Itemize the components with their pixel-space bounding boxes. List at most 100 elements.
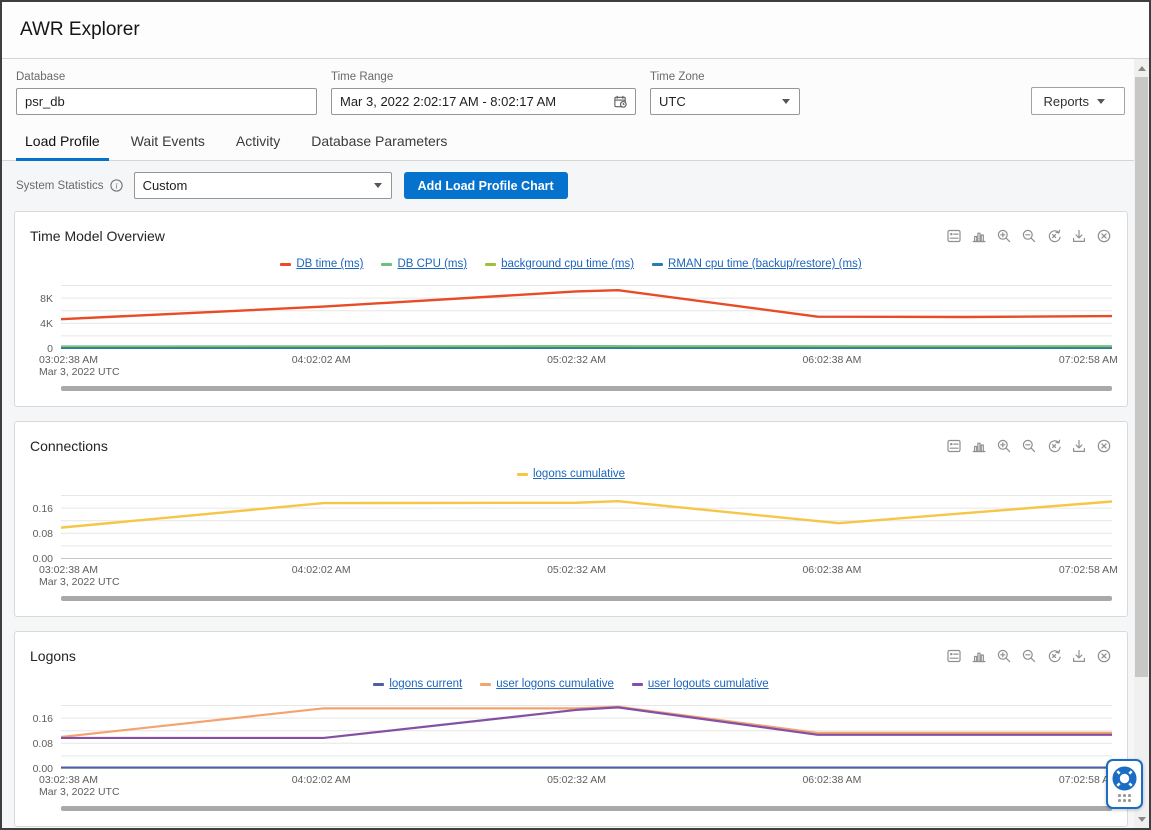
close-button[interactable] xyxy=(1096,228,1112,244)
scroll-up-arrow[interactable] xyxy=(1134,61,1149,76)
chevron-down-icon xyxy=(782,99,790,104)
legend-item[interactable]: user logons cumulative xyxy=(480,678,614,690)
time-zone-select[interactable]: UTC xyxy=(650,88,800,115)
time-range-input[interactable] xyxy=(332,94,613,109)
y-axis: 0.16 0.08 0.00 xyxy=(30,705,61,775)
database-input[interactable] xyxy=(17,94,316,109)
plot-area[interactable] xyxy=(61,705,1112,769)
zoom-in-icon xyxy=(997,649,1011,663)
bar-chart-button[interactable] xyxy=(971,648,987,664)
zoom-in-button[interactable] xyxy=(996,228,1012,244)
zoom-in-button[interactable] xyxy=(996,438,1012,454)
chart-toolbar xyxy=(937,228,1112,244)
legend-item[interactable]: background cpu time (ms) xyxy=(485,258,634,270)
y-tick-label: 0.16 xyxy=(32,502,53,515)
download-button[interactable] xyxy=(1071,648,1087,664)
page-title: AWR Explorer xyxy=(20,19,140,40)
bar-chart-button[interactable] xyxy=(971,228,987,244)
time-range-label: Time Range xyxy=(331,71,394,83)
calendar-clock-icon[interactable] xyxy=(613,94,628,109)
plot-area[interactable] xyxy=(61,495,1112,559)
y-tick-label: 0 xyxy=(47,343,53,355)
legend-button[interactable] xyxy=(946,648,962,664)
x-tick-label: 03:02:38 AM xyxy=(39,564,98,576)
series-line xyxy=(61,501,1112,527)
close-button[interactable] xyxy=(1096,438,1112,454)
x-tick-label: 03:02:38 AM xyxy=(39,774,98,786)
chart-horizontal-scrollbar[interactable] xyxy=(61,386,1112,391)
reports-button[interactable]: Reports xyxy=(1031,87,1125,115)
legend-label[interactable]: user logons cumulative xyxy=(496,678,614,690)
x-axis-date-label: Mar 3, 2022 UTC xyxy=(39,786,120,798)
scroll-down-arrow[interactable] xyxy=(1134,812,1149,827)
zoom-out-button[interactable] xyxy=(1021,648,1037,664)
legend-label[interactable]: DB CPU (ms) xyxy=(397,258,468,270)
chevron-down-icon xyxy=(373,183,382,188)
x-tick-label: 07:02:58 AM xyxy=(1058,774,1118,786)
chart-title: Time Model Overview xyxy=(30,228,165,244)
x-tick-label: 04:02:02 AM xyxy=(291,354,351,366)
legend-button[interactable] xyxy=(946,438,962,454)
close-button[interactable] xyxy=(1096,648,1112,664)
help-widget[interactable] xyxy=(1106,759,1143,809)
statistics-select[interactable]: Custom xyxy=(133,172,392,199)
database-label: Database xyxy=(16,71,66,83)
download-icon xyxy=(1073,439,1085,452)
scrollbar-thumb[interactable] xyxy=(1135,77,1148,677)
x-tick-label: 04:02:02 AM xyxy=(291,774,351,786)
bar-chart-icon xyxy=(972,652,986,663)
life-ring-icon xyxy=(1112,766,1137,791)
tab-wait-events[interactable]: Wait Events xyxy=(130,133,205,149)
download-icon xyxy=(1073,229,1085,242)
legend-button[interactable] xyxy=(946,228,962,244)
tab-activity[interactable]: Activity xyxy=(235,133,281,149)
legend-label[interactable]: RMAN cpu time (backup/restore) (ms) xyxy=(668,258,862,270)
download-button[interactable] xyxy=(1071,228,1087,244)
legend-item[interactable]: logons cumulative xyxy=(516,468,626,480)
x-tick-label: 03:02:38 AM xyxy=(39,354,98,366)
y-tick-label: 0.16 xyxy=(32,712,53,725)
y-tick-label: 0.08 xyxy=(32,527,53,540)
chart-horizontal-scrollbar[interactable] xyxy=(61,806,1112,811)
y-axis: 0.16 0.08 0.00 xyxy=(30,495,61,565)
reset-zoom-button[interactable] xyxy=(1046,648,1062,664)
chart-horizontal-scrollbar[interactable] xyxy=(61,596,1112,601)
legend-item[interactable]: user logouts cumulative xyxy=(631,678,769,690)
download-button[interactable] xyxy=(1071,438,1087,454)
x-tick-label: 07:02:58 AM xyxy=(1058,564,1118,576)
zoom-out-button[interactable] xyxy=(1021,438,1037,454)
reset-zoom-button[interactable] xyxy=(1046,438,1062,454)
legend-icon xyxy=(947,229,961,243)
legend-item[interactable]: DB CPU (ms) xyxy=(381,258,467,270)
chart-title: Connections xyxy=(30,438,108,454)
add-load-profile-chart-button[interactable]: Add Load Profile Chart xyxy=(403,172,568,199)
tab-load-profile[interactable]: Load Profile xyxy=(16,125,109,161)
vertical-scrollbar[interactable] xyxy=(1134,59,1149,828)
database-field: Database xyxy=(16,71,317,115)
legend-swatch xyxy=(652,262,664,266)
bar-chart-icon xyxy=(972,442,986,453)
x-tick-label: 06:02:38 AM xyxy=(802,564,862,576)
legend-item[interactable]: DB time (ms) xyxy=(280,258,363,270)
filter-bar: Database Time Range xyxy=(2,59,1149,161)
zoom-in-button[interactable] xyxy=(996,648,1012,664)
legend-swatch xyxy=(280,262,292,266)
legend-icon xyxy=(947,439,961,453)
x-axis: Mar 3, 2022 UTC 03:02:38 AM 04:02:02 AM 05… xyxy=(39,772,1118,801)
legend-label[interactable]: DB time (ms) xyxy=(296,258,364,270)
tab-database-parameters[interactable]: Database Parameters xyxy=(311,133,448,149)
x-axis-date-label: Mar 3, 2022 UTC xyxy=(39,576,120,588)
legend-item[interactable]: logons current xyxy=(373,678,462,690)
legend-label[interactable]: background cpu time (ms) xyxy=(501,258,635,270)
legend-label[interactable]: user logouts cumulative xyxy=(647,678,769,690)
legend-label[interactable]: logons current xyxy=(389,678,463,690)
legend-item[interactable]: RMAN cpu time (backup/restore) (ms) xyxy=(652,258,862,270)
plot-area[interactable] xyxy=(61,285,1112,349)
x-tick-label: 05:02:32 AM xyxy=(547,564,607,576)
info-icon[interactable]: i xyxy=(109,178,124,193)
bar-chart-button[interactable] xyxy=(971,438,987,454)
zoom-out-button[interactable] xyxy=(1021,228,1037,244)
legend-label[interactable]: logons cumulative xyxy=(532,468,626,480)
time-range-field: Time Range xyxy=(331,71,636,115)
reset-zoom-button[interactable] xyxy=(1046,228,1062,244)
